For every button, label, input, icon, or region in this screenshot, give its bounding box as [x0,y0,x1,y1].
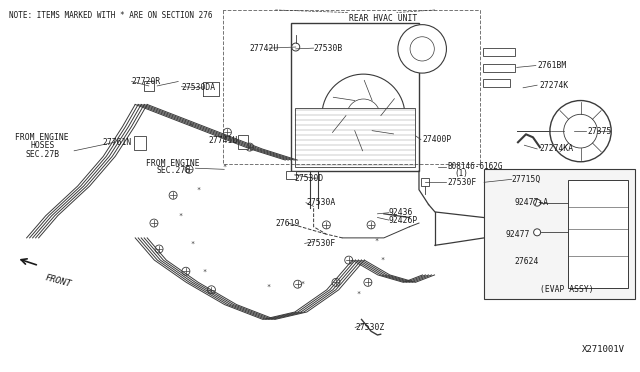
Text: *: * [222,164,227,170]
Bar [134,137,146,150]
Circle shape [332,278,340,286]
Bar [421,178,429,186]
Text: 27530A: 27530A [306,198,335,207]
Bar [295,108,415,167]
Circle shape [223,128,232,136]
Circle shape [150,219,158,227]
Text: 92436: 92436 [389,208,413,217]
Text: 27624: 27624 [515,257,539,266]
Circle shape [185,165,193,173]
Text: 27530F: 27530F [306,239,335,248]
Text: *: * [179,213,183,219]
Text: 27742U: 27742U [250,44,279,53]
Text: 92426P: 92426P [389,216,418,225]
Circle shape [322,74,405,157]
Text: 92477: 92477 [505,230,529,239]
Bar [238,135,248,149]
Text: B08146-6162G: B08146-6162G [448,162,503,171]
Circle shape [294,280,301,288]
Bar [291,23,419,171]
Text: NOTE: ITEMS MARKED WITH * ARE ON SECTION 276: NOTE: ITEMS MARKED WITH * ARE ON SECTION… [9,11,212,20]
Text: *: * [267,284,271,290]
Text: 27715Q: 27715Q [511,175,541,184]
Bar [483,48,515,56]
Text: HOSES: HOSES [30,141,54,150]
Circle shape [564,114,597,148]
Bar [484,169,636,299]
Text: *: * [203,269,207,275]
Text: 27530D: 27530D [294,174,324,183]
Text: SEC.276: SEC.276 [156,166,190,174]
Circle shape [550,100,611,162]
Text: FRONT: FRONT [44,273,72,289]
Bar [144,81,154,91]
Circle shape [292,43,300,51]
Bar [483,78,509,87]
Circle shape [367,221,375,229]
Text: *: * [356,291,360,296]
Text: *: * [190,240,195,246]
Text: 27274K: 27274K [539,81,568,90]
Text: REAR HVAC UNIT: REAR HVAC UNIT [349,14,417,23]
Text: 92477+A: 92477+A [515,198,549,207]
Text: 27741U: 27741U [208,136,237,145]
Text: 27274KA: 27274KA [539,144,573,153]
Circle shape [169,191,177,199]
Text: 27761N: 27761N [103,138,132,147]
Circle shape [410,37,435,61]
Circle shape [155,245,163,253]
Text: SEC.27B: SEC.27B [25,150,60,158]
Circle shape [398,25,447,73]
Text: *: * [196,187,201,193]
Text: 27530B: 27530B [314,44,343,53]
Bar [483,64,515,72]
Circle shape [347,99,380,132]
Circle shape [207,286,216,294]
Text: 27400P: 27400P [422,135,451,144]
Text: 27530DA: 27530DA [181,83,216,92]
Text: *: * [374,238,378,244]
Text: *: * [189,123,193,129]
Text: (1): (1) [454,169,468,177]
Text: *: * [300,281,304,287]
Circle shape [345,256,353,264]
Bar [286,171,296,179]
Circle shape [364,278,372,286]
Text: FROM ENGINE: FROM ENGINE [15,133,69,142]
Circle shape [246,143,253,151]
Text: 27720R: 27720R [132,77,161,86]
Circle shape [182,267,190,275]
Text: 27375: 27375 [587,126,611,136]
Circle shape [534,229,541,236]
Text: 27530Z: 27530Z [355,323,385,332]
Text: (EVAP ASSY): (EVAP ASSY) [540,285,594,294]
Text: *: * [380,257,385,263]
Text: FROM ENGINE: FROM ENGINE [147,158,200,167]
Circle shape [323,221,330,229]
Bar [568,180,628,288]
Circle shape [534,199,541,206]
Text: X271001V: X271001V [582,344,625,353]
Text: 27530F: 27530F [448,178,477,187]
Text: 2761BM: 2761BM [537,61,566,70]
Text: 27619: 27619 [275,219,300,228]
